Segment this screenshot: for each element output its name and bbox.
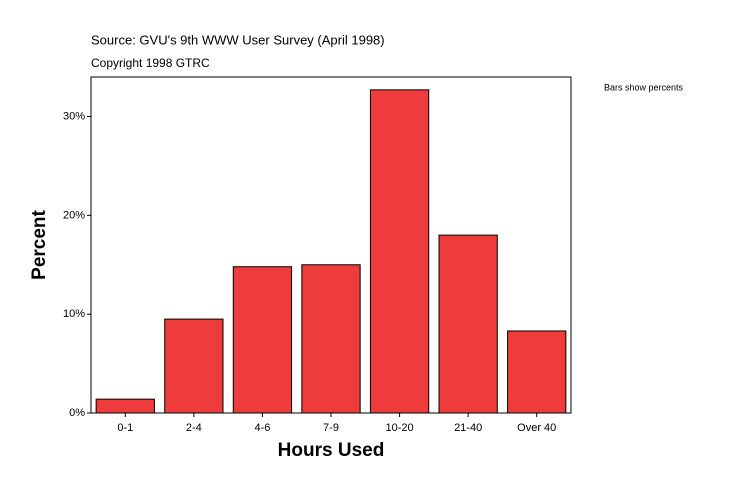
x-tick-label: 7-9: [323, 422, 339, 434]
x-tick-label: 4-6: [254, 422, 270, 434]
bar: [507, 330, 567, 414]
x-tick-label: 10-20: [386, 422, 414, 434]
bar: [301, 264, 361, 414]
y-tick-label: 30%: [63, 110, 85, 122]
note: Bars show percents: [604, 82, 684, 92]
y-axis-title: Percent: [29, 209, 50, 279]
x-tick-label: 21-40: [454, 422, 482, 434]
x-tick-label: Over 40: [517, 422, 556, 434]
y-tick-label: 20%: [63, 209, 85, 221]
bar: [369, 89, 430, 414]
y-tick-label: 0%: [69, 407, 85, 419]
bar: [95, 398, 155, 414]
y-tick-label: 10%: [63, 308, 85, 320]
x-tick-label: 0-1: [117, 422, 133, 434]
bar: [164, 318, 224, 414]
bar: [232, 266, 293, 414]
chart-subtitle: Copyright 1998 GTRC: [91, 56, 210, 70]
x-tick-label: 2-4: [186, 422, 202, 434]
x-axis-title: Hours Used: [278, 440, 385, 461]
chart-title: Source: GVU's 9th WWW User Survey (April…: [91, 32, 385, 47]
bar: [438, 234, 498, 414]
